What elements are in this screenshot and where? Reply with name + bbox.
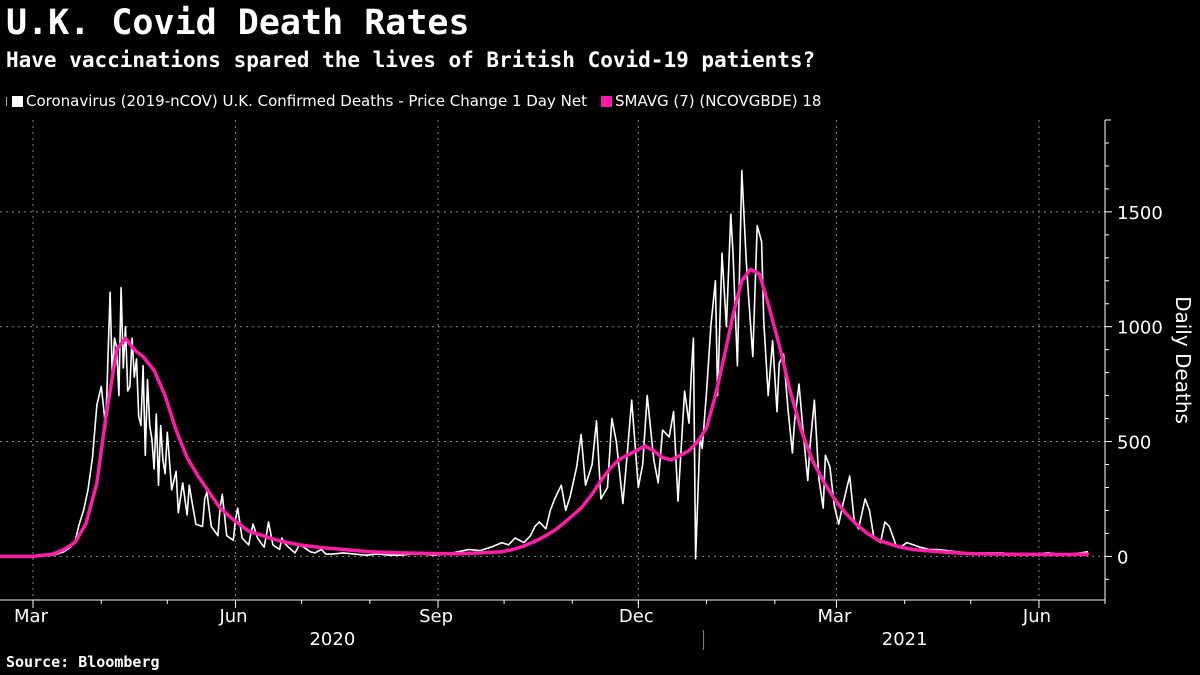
- legend: Coronavirus (2019-nCOV) U.K. Confirmed D…: [4, 90, 835, 112]
- series-line-average: [0, 267, 1090, 559]
- x-year-label: 2020: [309, 629, 355, 650]
- series-line-daily: [0, 169, 1089, 560]
- legend-label-average: SMAVG (7) (NCOVGBDE) 18: [614, 92, 822, 110]
- x-tick-label: Jun: [1022, 606, 1051, 627]
- grid-layer: [0, 120, 1105, 600]
- x-tick-label: Sep: [419, 606, 453, 627]
- x-tick-label: Mar: [817, 606, 852, 627]
- source-note: Source: Bloomberg: [6, 653, 160, 671]
- legend-item-average: SMAVG (7) (NCOVGBDE) 18: [600, 92, 822, 110]
- axis-layer: 0 500 1000 1500 Mar Jun Sep Dec Mar Jun 2020 2021: [0, 119, 1163, 650]
- legend-swatch-average: [600, 95, 612, 107]
- y-tick-label: 1500: [1117, 203, 1163, 224]
- y-tick-label: 0: [1117, 547, 1128, 568]
- x-tick-label: Dec: [619, 606, 654, 627]
- legend-label-daily: Coronavirus (2019-nCOV) U.K. Confirmed D…: [26, 92, 587, 110]
- y-axis-label: Daily Deaths: [1171, 296, 1195, 424]
- y-tick-label: 1000: [1117, 318, 1163, 339]
- chart-title: U.K. Covid Death Rates: [6, 3, 470, 43]
- legend-line-icon: [4, 96, 10, 107]
- legend-swatch-daily: [12, 95, 23, 107]
- x-year-label: 2021: [882, 629, 928, 650]
- chart-subtitle: Have vaccinations spared the lives of Br…: [6, 48, 816, 72]
- x-tick-label: Mar: [14, 606, 49, 627]
- legend-item-daily: Coronavirus (2019-nCOV) U.K. Confirmed D…: [12, 92, 587, 110]
- y-tick-label: 500: [1117, 433, 1151, 454]
- x-tick-label: Jun: [218, 606, 247, 627]
- series-layer: [0, 169, 1090, 560]
